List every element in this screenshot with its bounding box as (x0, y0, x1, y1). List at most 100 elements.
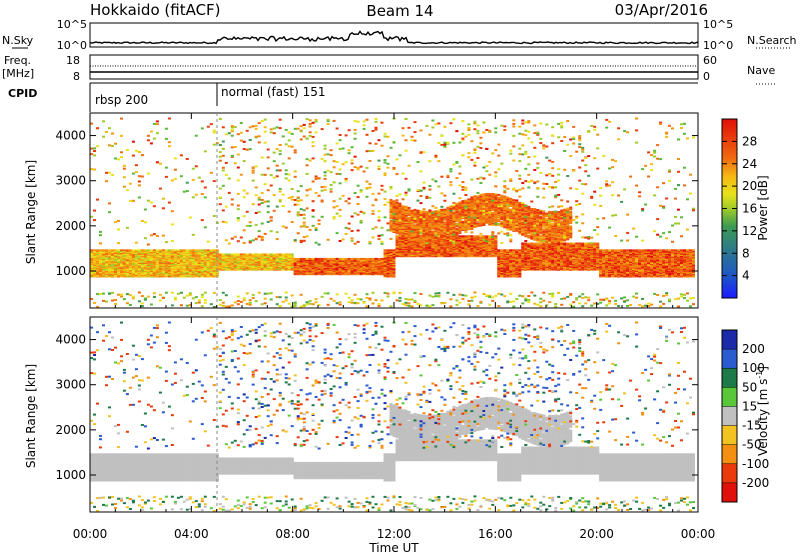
power-cell (461, 137, 465, 140)
power-cell (254, 238, 258, 241)
power-cell (122, 176, 126, 179)
power-cell (410, 305, 414, 308)
power-cell (131, 249, 135, 252)
power-cell (221, 140, 225, 143)
power-cell (293, 303, 297, 305)
power-cell (245, 148, 249, 151)
power-cell (302, 135, 306, 138)
power-cell (278, 200, 282, 203)
power-cell (434, 237, 438, 240)
power-cell (257, 203, 261, 206)
power-cell (371, 291, 375, 294)
power-cell (440, 208, 444, 211)
nave-label: Nave (747, 64, 775, 77)
power-cell (344, 177, 348, 180)
power-cell (464, 186, 468, 189)
power-cell (93, 219, 96, 222)
power-cell (278, 296, 282, 299)
power-cell (401, 134, 405, 137)
power-cell (458, 165, 462, 168)
power-cell (455, 228, 459, 231)
power-cell (353, 293, 357, 296)
power-cell (443, 143, 447, 146)
power-cell (146, 243, 150, 246)
power-cell (380, 184, 384, 187)
power-cell (410, 209, 414, 212)
power-cell (350, 169, 354, 172)
power-cell (96, 198, 99, 201)
power-cell (305, 226, 309, 228)
power-cell (275, 253, 279, 256)
power-cell (254, 300, 258, 303)
power-cell (398, 292, 402, 294)
power-cell (221, 301, 225, 304)
power-cell (455, 204, 459, 207)
power-cell (272, 253, 276, 256)
power-cell (452, 163, 456, 166)
power-cell (341, 147, 345, 150)
power-cell (248, 299, 252, 302)
power-cell (383, 159, 387, 161)
power-cell (272, 160, 276, 163)
power-cell (203, 196, 207, 199)
power-cell (437, 226, 441, 229)
power-cell (458, 235, 462, 238)
power-cell (248, 224, 252, 227)
power-cell (467, 206, 471, 209)
power-cell (389, 198, 393, 201)
power-cell (260, 235, 264, 238)
power-cell (218, 155, 222, 158)
power-cell (329, 190, 333, 193)
power-cell (407, 304, 411, 307)
power-cell (248, 301, 252, 304)
power-cell (111, 174, 114, 176)
power-cell (392, 249, 396, 252)
power-cell (275, 231, 279, 234)
power-cell (200, 180, 204, 183)
power-cell (413, 139, 417, 142)
power-cell (425, 224, 429, 227)
power-cell (167, 117, 171, 120)
power-cell (155, 123, 159, 126)
power-cell (464, 235, 468, 238)
power-cell (407, 298, 411, 301)
power-cell (302, 225, 306, 228)
power-cell (299, 241, 303, 244)
power-cell (401, 217, 405, 219)
power-cell (218, 299, 222, 302)
power-cell (221, 126, 225, 129)
power-cell (323, 153, 327, 156)
power-cell (143, 208, 147, 211)
power-cell (473, 122, 477, 125)
power-cell (473, 221, 477, 224)
power-cell (305, 303, 309, 306)
power-cell (242, 297, 246, 300)
power-cell (182, 249, 186, 252)
power-cell (203, 249, 207, 252)
station-title: Hokkaido (fitACF) (90, 1, 221, 19)
power-cell (188, 293, 192, 296)
power-cell (413, 226, 417, 229)
power-cell (236, 300, 240, 302)
power-cell (428, 228, 432, 231)
power-cell (380, 257, 384, 260)
power-cell (269, 131, 273, 134)
power-cell (266, 292, 270, 295)
power-cell (257, 210, 261, 213)
power-cell (455, 177, 459, 180)
power-cell (260, 202, 264, 204)
power-cell (90, 215, 93, 218)
power-cell (440, 217, 444, 220)
power-cell (245, 129, 249, 132)
power-cell (281, 300, 285, 303)
power-cell (90, 122, 93, 125)
power-cell (455, 130, 459, 133)
power-cell (440, 235, 444, 238)
power-cell (299, 138, 303, 141)
power-cell (452, 215, 456, 217)
power-cell (377, 168, 381, 170)
power-cell (452, 118, 456, 121)
power-cell (218, 203, 222, 206)
power-cell (443, 225, 447, 228)
power-cell (320, 128, 324, 131)
